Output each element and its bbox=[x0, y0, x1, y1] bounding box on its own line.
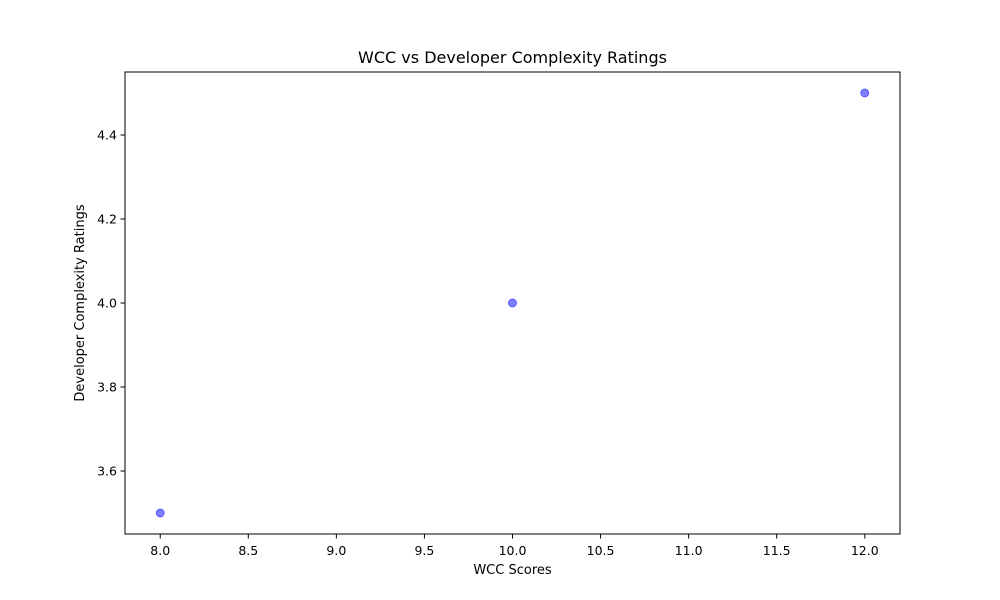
data-point bbox=[155, 508, 165, 518]
x-tick-label: 9.0 bbox=[326, 543, 346, 558]
x-tick-label: 8.0 bbox=[150, 543, 170, 558]
y-tick-label: 4.0 bbox=[97, 296, 117, 311]
x-tick-label: 12.0 bbox=[851, 543, 879, 558]
x-tick-label: 11.0 bbox=[675, 543, 703, 558]
data-points bbox=[155, 88, 870, 518]
x-tick-label: 9.5 bbox=[414, 543, 434, 558]
y-tick-label: 3.8 bbox=[97, 380, 117, 395]
x-tick-label: 10.0 bbox=[499, 543, 527, 558]
chart-title: WCC vs Developer Complexity Ratings bbox=[358, 48, 667, 67]
data-point bbox=[860, 88, 870, 98]
x-tick-label: 10.5 bbox=[587, 543, 615, 558]
x-tick-label: 8.5 bbox=[238, 543, 258, 558]
y-tick-label: 3.6 bbox=[97, 464, 117, 479]
x-axis-ticks: 8.0 8.5 9.0 9.5 10.0 10.5 11.0 11.5 12.0 bbox=[150, 534, 879, 558]
x-axis-label: WCC Scores bbox=[473, 563, 552, 578]
data-point bbox=[508, 298, 517, 308]
y-axis-ticks: 3.6 3.8 4.0 4.2 4.4 bbox=[97, 128, 125, 479]
y-axis-label: Developer Complexity Ratings bbox=[73, 204, 88, 401]
y-tick-label: 4.2 bbox=[97, 212, 117, 227]
y-tick-label: 4.4 bbox=[97, 128, 117, 143]
x-tick-label: 11.5 bbox=[763, 543, 791, 558]
